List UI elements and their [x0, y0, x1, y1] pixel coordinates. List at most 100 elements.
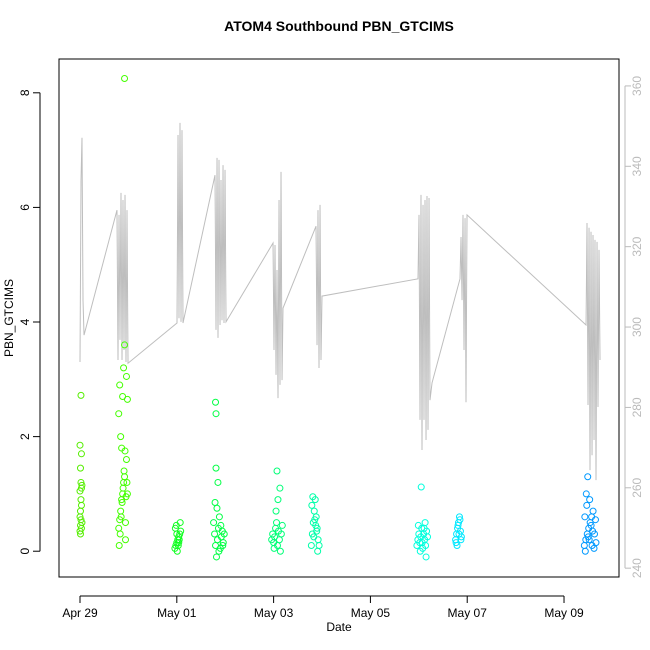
- point: [582, 490, 590, 498]
- point: [424, 533, 432, 541]
- point: [117, 513, 125, 521]
- point: [77, 478, 85, 486]
- point: [421, 519, 429, 527]
- x-tick-label: May 07: [448, 606, 488, 620]
- point: [121, 341, 129, 349]
- y2-tick-label: 280: [630, 397, 644, 417]
- y-tick-label: 8: [18, 89, 32, 96]
- plot-frame: [58, 58, 620, 578]
- y2-tick-label: 260: [630, 477, 644, 497]
- point: [215, 513, 223, 521]
- point: [117, 433, 125, 441]
- point: [311, 516, 319, 524]
- point: [309, 493, 317, 501]
- point: [581, 513, 589, 521]
- point: [76, 464, 84, 472]
- point: [277, 530, 285, 538]
- point: [416, 547, 424, 555]
- point: [175, 536, 183, 544]
- point: [589, 507, 597, 515]
- point: [212, 398, 220, 406]
- point: [212, 410, 220, 418]
- line-series: [79, 122, 601, 481]
- point: [77, 450, 85, 458]
- point: [278, 521, 286, 529]
- point: [270, 544, 278, 552]
- point: [215, 547, 223, 555]
- point: [272, 507, 280, 515]
- point: [219, 539, 227, 547]
- point: [273, 467, 281, 475]
- x-tick-label: May 01: [157, 606, 197, 620]
- point: [78, 519, 86, 527]
- y2-tick-label: 320: [630, 236, 644, 256]
- y2-tick-label: 300: [630, 317, 644, 337]
- point: [119, 484, 127, 492]
- point: [212, 464, 220, 472]
- point: [308, 501, 316, 509]
- y-tick-label: 6: [18, 204, 32, 211]
- y-tick-label: 0: [18, 548, 32, 555]
- point: [588, 541, 596, 549]
- point: [584, 533, 592, 541]
- point: [220, 530, 228, 538]
- point: [217, 521, 225, 529]
- point: [77, 501, 85, 509]
- point: [76, 487, 84, 495]
- point: [417, 483, 425, 491]
- point: [116, 530, 124, 538]
- point: [122, 519, 130, 527]
- y-axis-label: PBN_GTCIMS: [2, 279, 16, 357]
- y2-tick-label: 360: [630, 76, 644, 96]
- point: [214, 478, 222, 486]
- point: [585, 536, 593, 544]
- point: [77, 516, 85, 524]
- point: [76, 530, 84, 538]
- point: [120, 364, 128, 372]
- point: [274, 496, 282, 504]
- point: [589, 527, 597, 535]
- y-tick-label: 4: [18, 318, 32, 325]
- point: [173, 530, 181, 538]
- point: [122, 456, 130, 464]
- x-tick-label: Apr 29: [62, 606, 98, 620]
- point: [456, 516, 464, 524]
- point: [310, 533, 318, 541]
- x-tick-label: May 05: [351, 606, 391, 620]
- point: [115, 541, 123, 549]
- point: [418, 539, 426, 547]
- point: [213, 504, 221, 512]
- point: [457, 536, 465, 544]
- point: [122, 536, 130, 544]
- point: [123, 478, 131, 486]
- y2-tick-label: 340: [630, 156, 644, 176]
- point: [591, 516, 599, 524]
- y2-tick-label: 240: [630, 558, 644, 578]
- point: [115, 410, 123, 418]
- point: [314, 547, 322, 555]
- y-tick-label: 2: [18, 433, 32, 440]
- point: [453, 541, 461, 549]
- point: [210, 519, 218, 527]
- chart-title: ATOM4 Southbound PBN_GTCIMS: [224, 18, 454, 34]
- point: [455, 513, 463, 521]
- point: [121, 74, 129, 82]
- point: [276, 547, 284, 555]
- point: [120, 467, 128, 475]
- point: [212, 553, 220, 561]
- point: [211, 530, 219, 538]
- point: [76, 441, 84, 449]
- point: [118, 444, 126, 452]
- point: [273, 519, 281, 527]
- point: [584, 473, 592, 481]
- point: [307, 541, 315, 549]
- point: [414, 521, 422, 529]
- x-axis-label: Date: [326, 620, 352, 634]
- x-tick-label: May 03: [254, 606, 294, 620]
- point: [77, 391, 85, 399]
- point: [276, 484, 284, 492]
- point: [116, 381, 124, 389]
